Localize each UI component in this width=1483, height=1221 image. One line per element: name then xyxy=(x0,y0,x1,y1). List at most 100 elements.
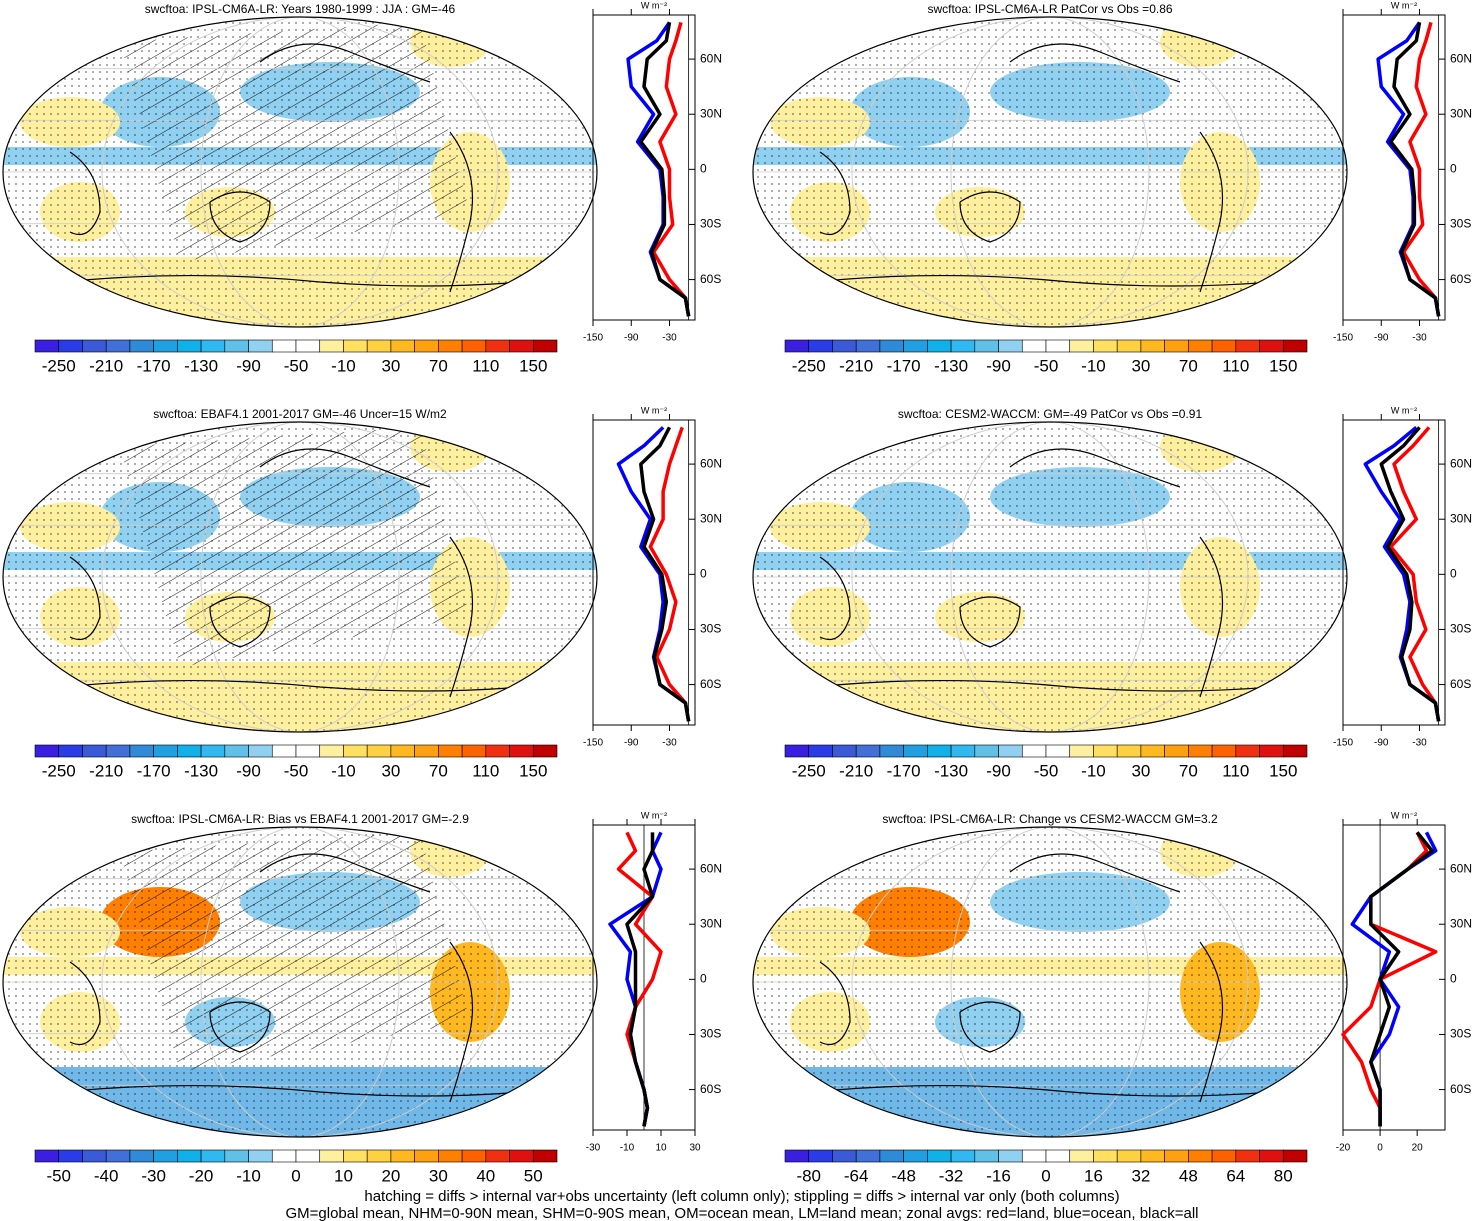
colorbar-box xyxy=(1140,339,1165,353)
colorbar-box xyxy=(390,339,415,353)
y-tick-label: 30N xyxy=(700,916,722,930)
zonal-line xyxy=(651,21,691,317)
zonal-line xyxy=(1401,21,1441,317)
zonal-unit: W m⁻² xyxy=(641,405,667,415)
colorbar-label: -50 xyxy=(1034,761,1059,780)
colorbar-box xyxy=(974,339,999,353)
colorbar-label: -50 xyxy=(284,356,309,375)
colorbar-box xyxy=(248,1149,273,1163)
x-tick-label: -90 xyxy=(624,738,639,749)
colorbar-label: 48 xyxy=(1179,1166,1198,1185)
colorbar-box xyxy=(927,339,952,353)
x-tick-label: -150 xyxy=(1333,738,1353,749)
colorbar-label: -50 xyxy=(284,761,309,780)
colorbar-box xyxy=(34,1149,60,1163)
colorbar-label: 70 xyxy=(429,761,448,780)
colorbar-box xyxy=(485,1149,510,1163)
map xyxy=(753,17,1347,327)
colorbar-box xyxy=(974,744,999,758)
y-tick-label: 60N xyxy=(700,861,722,875)
y-tick-label: 0 xyxy=(1450,162,1457,176)
y-tick-label: 0 xyxy=(1450,567,1457,581)
colorbar-label: 64 xyxy=(1226,1166,1245,1185)
colorbar-box xyxy=(248,744,273,758)
colorbar-box xyxy=(1188,744,1213,758)
colorbar-box xyxy=(1282,1149,1308,1163)
colorbar-label: -170 xyxy=(887,356,921,375)
colorbar-box xyxy=(177,339,202,353)
colorbar-label: -50 xyxy=(46,1166,71,1185)
colorbar-box xyxy=(1235,339,1260,353)
colorbar-box xyxy=(1021,1149,1047,1163)
colorbar-label: -32 xyxy=(939,1166,964,1185)
colorbar-box xyxy=(1116,744,1142,758)
colorbar-box xyxy=(832,744,857,758)
colorbar-box xyxy=(1021,744,1047,758)
colorbar-box xyxy=(129,744,154,758)
colorbar-box xyxy=(461,1149,487,1163)
colorbar-box xyxy=(808,339,833,353)
colorbar-box xyxy=(1069,744,1094,758)
x-tick-label: -30 xyxy=(1412,738,1427,749)
zonal-unit: W m⁻² xyxy=(1391,0,1417,10)
colorbar-label: 110 xyxy=(1222,761,1249,780)
colorbar-box xyxy=(390,1149,415,1163)
colorbar-box xyxy=(532,339,558,353)
hatching xyxy=(120,832,470,1072)
colorbar-box xyxy=(366,339,392,353)
colorbar-box xyxy=(974,1149,999,1163)
colorbar-box xyxy=(1069,1149,1094,1163)
zonal-line xyxy=(648,426,691,722)
colorbar-box xyxy=(784,744,810,758)
map-frame xyxy=(2,421,598,733)
panel-title: swcftoa: IPSL-CM6A-LR: Bias vs EBAF4.1 2… xyxy=(131,812,469,826)
colorbar-label: -30 xyxy=(141,1166,166,1185)
x-tick-label: 20 xyxy=(1412,1143,1424,1154)
colorbar-box xyxy=(950,744,976,758)
x-tick-label: -150 xyxy=(583,333,603,344)
zonal-unit: W m⁻² xyxy=(641,810,667,820)
colorbar-box xyxy=(1211,1149,1237,1163)
zonal-line xyxy=(1379,426,1441,722)
zonal-line xyxy=(1341,831,1438,1127)
colorbar-label: 0 xyxy=(1041,1166,1050,1185)
colorbar-box xyxy=(1282,339,1308,353)
colorbar-box xyxy=(1164,339,1189,353)
y-tick-label: 0 xyxy=(1450,972,1457,986)
colorbar-box xyxy=(1259,744,1284,758)
colorbar-box xyxy=(177,1149,202,1163)
colorbar-box xyxy=(343,744,368,758)
colorbar-box xyxy=(509,1149,534,1163)
panel-title: swcftoa: EBAF4.1 2001-2017 GM=-46 Uncer=… xyxy=(153,407,447,421)
panel-title: swcftoa: CESM2-WACCM: GM=-49 PatCor vs O… xyxy=(898,407,1203,421)
colorbar-label: -130 xyxy=(184,761,218,780)
colorbar-label: -10 xyxy=(1081,761,1106,780)
colorbar-box xyxy=(855,1149,881,1163)
y-tick-label: 30S xyxy=(700,1027,721,1041)
colorbar-box xyxy=(1211,744,1237,758)
colorbar-label: 150 xyxy=(1269,356,1297,375)
colorbar-label: 110 xyxy=(1222,356,1249,375)
colorbar-box xyxy=(343,1149,368,1163)
colorbar-label: 80 xyxy=(1274,1166,1293,1185)
colorbar-box xyxy=(485,744,510,758)
colorbar-box xyxy=(509,339,534,353)
zonal-line xyxy=(639,426,691,722)
colorbar-box xyxy=(366,1149,392,1163)
colorbar-box xyxy=(903,339,928,353)
colorbar-box xyxy=(927,1149,952,1163)
colorbar-box xyxy=(808,1149,833,1163)
colorbar-box xyxy=(1259,339,1284,353)
map-frame xyxy=(752,826,1348,1138)
footer-line: GM=global mean, NHM=0-90N mean, SHM=0-90… xyxy=(285,1205,1198,1221)
colorbar-label: -250 xyxy=(42,761,76,780)
colorbar-box xyxy=(271,1149,297,1163)
colorbar-box xyxy=(153,1149,178,1163)
colorbar-label: -16 xyxy=(986,1166,1011,1185)
colorbar-box xyxy=(1140,1149,1165,1163)
colorbar-box xyxy=(1140,744,1165,758)
colorbar-label: -90 xyxy=(986,761,1011,780)
colorbar-label: -210 xyxy=(89,761,123,780)
y-tick-label: 60N xyxy=(700,51,722,65)
